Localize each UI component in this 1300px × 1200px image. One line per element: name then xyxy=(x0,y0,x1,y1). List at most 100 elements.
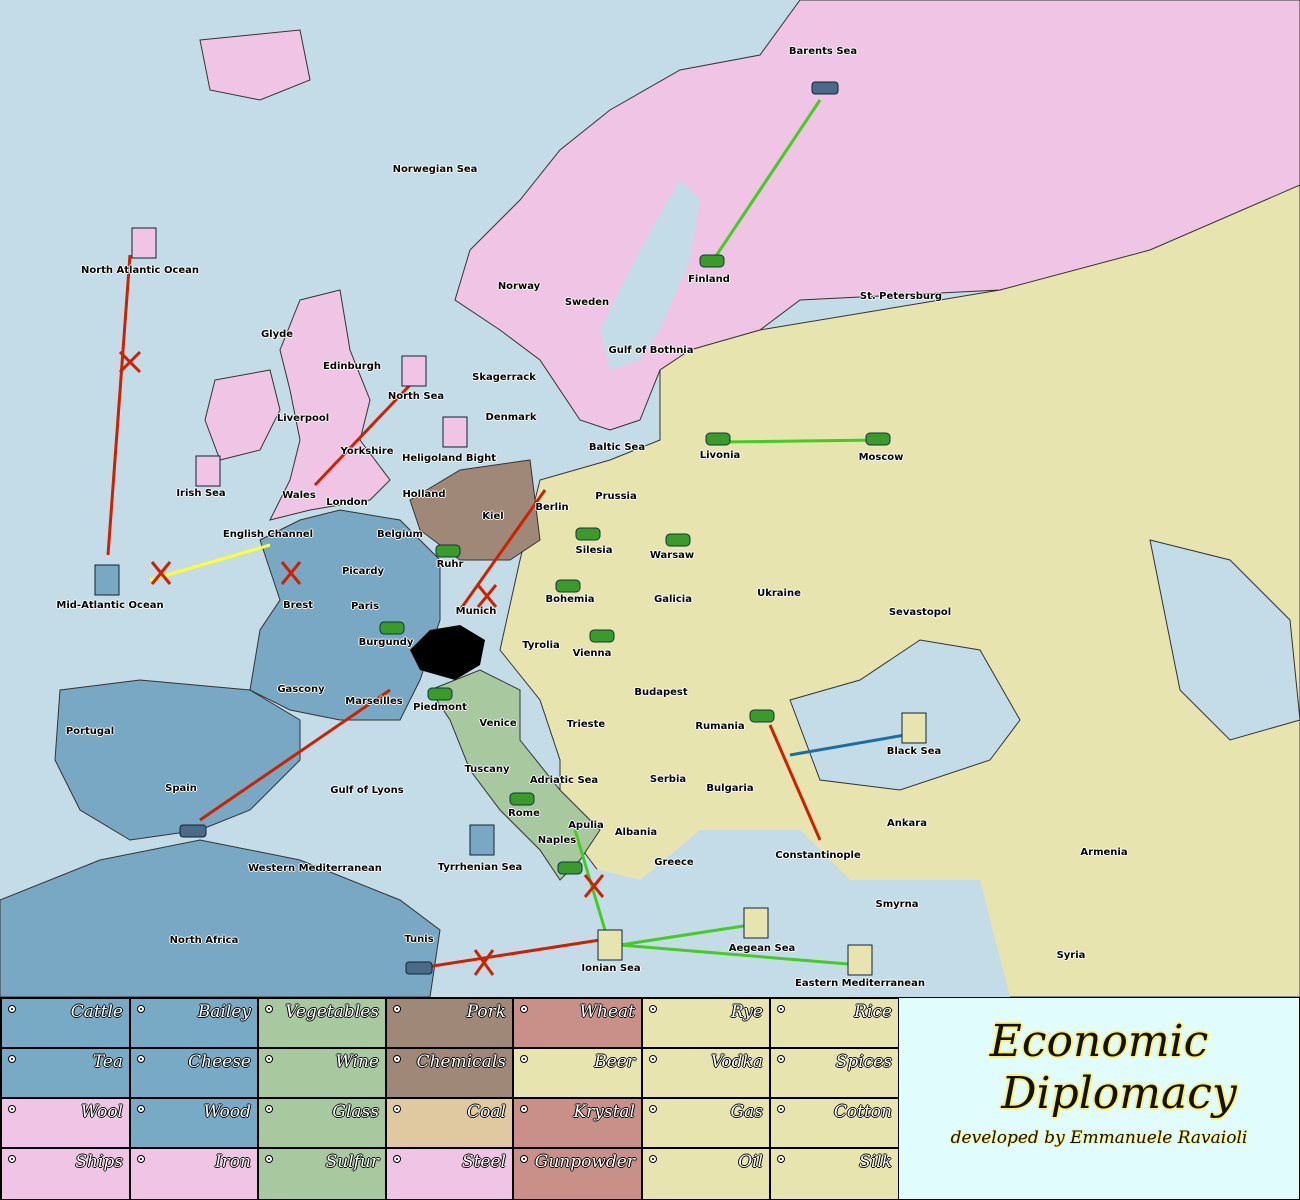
commodity-cell-bailey[interactable]: Bailey xyxy=(130,998,258,1048)
commodity-name: Pork xyxy=(466,1002,506,1022)
commodity-cell-steel[interactable]: Steel xyxy=(386,1148,513,1200)
supply-center-icon xyxy=(777,1055,785,1063)
move-arrow xyxy=(313,383,412,487)
fleet-icon xyxy=(901,712,927,744)
commodity-cell-oil[interactable]: Oil xyxy=(642,1148,770,1200)
army-icon xyxy=(699,254,725,268)
commodity-cell-cotton[interactable]: Cotton xyxy=(770,1098,899,1148)
supply-center-icon xyxy=(137,1105,145,1113)
army-units[interactable] xyxy=(379,254,891,875)
army-icon xyxy=(665,533,691,547)
commodity-cell-silk[interactable]: Silk xyxy=(770,1148,899,1200)
commodity-cell-wool[interactable]: Wool xyxy=(1,1098,130,1148)
commodity-name: Wool xyxy=(80,1102,123,1122)
territory-label: Moscow xyxy=(858,452,904,463)
region-north-africa[interactable] xyxy=(0,839,441,997)
region-germany[interactable] xyxy=(409,459,541,561)
commodity-name: Ships xyxy=(75,1152,123,1172)
commodity-cell-wood[interactable]: Wood xyxy=(130,1098,258,1148)
supply-center-icon xyxy=(777,1105,785,1113)
fleet-icon xyxy=(442,416,468,448)
army-icon xyxy=(379,621,405,635)
supply-center-icon xyxy=(649,1055,657,1063)
europe-map[interactable]: Barents Sea Norwegian Sea North Atlantic O… xyxy=(0,0,1300,997)
logo-title-line1: Economic xyxy=(989,1016,1209,1067)
territory-label: Greece xyxy=(654,857,694,868)
commodity-cell-pork[interactable]: Pork xyxy=(386,998,513,1048)
region-france[interactable] xyxy=(249,509,441,721)
fleet-icon xyxy=(847,944,873,976)
territory-label: North Sea xyxy=(387,391,445,402)
territory-label: Rome xyxy=(508,808,540,819)
territory-label: Gulf of Bothnia xyxy=(608,345,694,356)
supply-center-icon xyxy=(393,1055,401,1063)
convoy-line xyxy=(710,99,822,263)
fleet-icon xyxy=(405,961,433,975)
commodity-cell-sulfur[interactable]: Sulfur xyxy=(258,1148,386,1200)
commodity-cell-spices[interactable]: Spices xyxy=(770,1048,899,1098)
territory-label: Constantinople xyxy=(775,850,861,861)
commodity-cell-vodka[interactable]: Vodka xyxy=(642,1048,770,1098)
commodity-cell-gas[interactable]: Gas xyxy=(642,1098,770,1148)
supply-center-icon xyxy=(137,1055,145,1063)
supply-center-icon xyxy=(777,1005,785,1013)
commodity-cell-cheese[interactable]: Cheese xyxy=(130,1048,258,1098)
fleet-icon xyxy=(94,564,120,596)
commodity-cell-ships[interactable]: Ships xyxy=(1,1148,130,1200)
commodity-cell-cattle[interactable]: Cattle xyxy=(1,998,130,1048)
switzerland xyxy=(410,625,485,680)
territory-label: Galicia xyxy=(654,594,692,605)
army-icon xyxy=(705,432,731,446)
commodity-name: Tea xyxy=(92,1052,123,1072)
territory-label: Mid-Atlantic Ocean xyxy=(56,600,164,611)
commodity-cell-iron[interactable]: Iron xyxy=(130,1148,258,1200)
region-north[interactable] xyxy=(454,0,1300,431)
region-iberia[interactable] xyxy=(54,679,301,841)
commodity-name: Wine xyxy=(335,1052,379,1072)
commodity-cell-krystal[interactable]: Krystal xyxy=(513,1098,642,1148)
supply-center-icon xyxy=(520,1155,528,1163)
territory-label: Norwegian Sea xyxy=(392,164,478,175)
commodity-cell-vegetables[interactable]: Vegetables xyxy=(258,998,386,1048)
commodity-cell-coal[interactable]: Coal xyxy=(386,1098,513,1148)
territory-label: Albania xyxy=(614,827,658,838)
territory-label: Bohemia xyxy=(545,594,595,605)
commodity-cell-rye[interactable]: Rye xyxy=(642,998,770,1048)
commodity-cell-wine[interactable]: Wine xyxy=(258,1048,386,1098)
commodity-name: Steel xyxy=(461,1152,506,1172)
territory-label: North Atlantic Ocean xyxy=(80,265,200,276)
commodity-cell-glass[interactable]: Glass xyxy=(258,1098,386,1148)
map-terrain xyxy=(0,0,1300,997)
logo-credit: developed by Emmanuele Ravaioli xyxy=(950,1128,1248,1148)
territory-label: Sweden xyxy=(564,297,610,308)
region-ireland xyxy=(204,369,281,461)
commodity-cell-chemicals[interactable]: Chemicals xyxy=(386,1048,513,1098)
convoy-line xyxy=(719,438,881,444)
territory-label: Portugal xyxy=(65,726,115,737)
territory-label: Tyrolia xyxy=(522,640,560,651)
region-italy[interactable] xyxy=(429,669,601,881)
move-arrow xyxy=(106,254,132,556)
army-icon xyxy=(575,527,601,541)
territory-label: Gascony xyxy=(277,684,325,695)
convoy-line xyxy=(619,923,751,947)
supply-center-icon xyxy=(649,1005,657,1013)
territory-label: Glyde xyxy=(260,329,294,340)
fleet-units[interactable] xyxy=(94,81,927,976)
x-mark-icon xyxy=(150,561,172,585)
territory-label: Norway xyxy=(497,281,541,292)
commodity-name: Sulfur xyxy=(325,1152,379,1172)
commodity-name: Cheese xyxy=(188,1052,251,1072)
commodity-cell-gunpowder[interactable]: Gunpowder xyxy=(513,1148,642,1200)
territory-label: English Channel xyxy=(222,529,314,540)
game-logo: Economic Diplomacy developed by Emmanuel… xyxy=(899,998,1299,1199)
commodity-cell-beer[interactable]: Beer xyxy=(513,1048,642,1098)
commodity-cell-rice[interactable]: Rice xyxy=(770,998,899,1048)
region-britain[interactable] xyxy=(269,289,391,521)
territory-label: Silesia xyxy=(575,545,613,556)
commodity-cell-wheat[interactable]: Wheat xyxy=(513,998,642,1048)
commodity-cell-tea[interactable]: Tea xyxy=(1,1048,130,1098)
territory-label: Denmark xyxy=(485,412,537,423)
territory-label: Holland xyxy=(402,489,446,500)
fleet-icon xyxy=(811,81,839,95)
